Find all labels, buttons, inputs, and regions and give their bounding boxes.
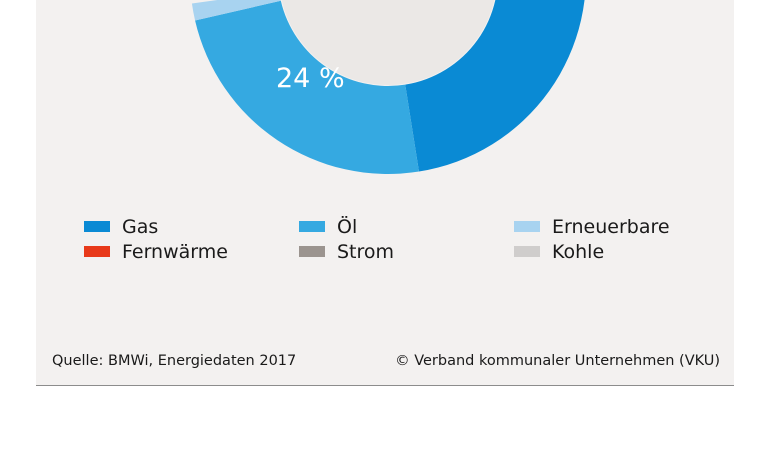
legend-swatch <box>299 221 325 232</box>
legend-label: Öl <box>337 215 358 238</box>
legend-item-gas: Gas <box>84 215 299 238</box>
chart-legend: Gas Öl Erneuerbare Fernwärme Strom Kohle <box>84 215 704 263</box>
legend-swatch <box>514 221 540 232</box>
chart-footer: Quelle: BMWi, Energiedaten 2017 © Verban… <box>52 353 720 369</box>
legend-swatch <box>84 221 110 232</box>
legend-label: Strom <box>337 240 395 263</box>
source-note: Quelle: BMWi, Energiedaten 2017 <box>52 353 297 369</box>
copyright-note: © Verband kommunaler Unternehmen (VKU) <box>395 353 720 369</box>
legend-item-erneuerbare: Erneuerbare <box>514 215 704 238</box>
legend-item-kohle: Kohle <box>514 240 704 263</box>
legend-item-oel: Öl <box>299 215 514 238</box>
legend-swatch <box>84 246 110 257</box>
legend-label: Gas <box>122 215 159 238</box>
legend-swatch <box>299 246 325 257</box>
legend-item-fernwaerme: Fernwärme <box>84 240 299 263</box>
donut-hole <box>281 0 495 85</box>
chart-panel: 24 % Gas Öl Erneuerbare Fernwärme Strom … <box>36 0 734 386</box>
legend-swatch <box>514 246 540 257</box>
donut-slice-oel <box>195 0 419 175</box>
legend-label: Fernwärme <box>122 240 228 263</box>
slice-label-oel: 24 % <box>276 63 345 94</box>
legend-label: Erneuerbare <box>552 215 670 238</box>
legend-item-strom: Strom <box>299 240 514 263</box>
donut-slice-gas <box>405 0 585 172</box>
legend-label: Kohle <box>552 240 605 263</box>
donut-slice-erneuerbare <box>191 0 281 21</box>
donut-chart: 24 % <box>191 0 585 175</box>
